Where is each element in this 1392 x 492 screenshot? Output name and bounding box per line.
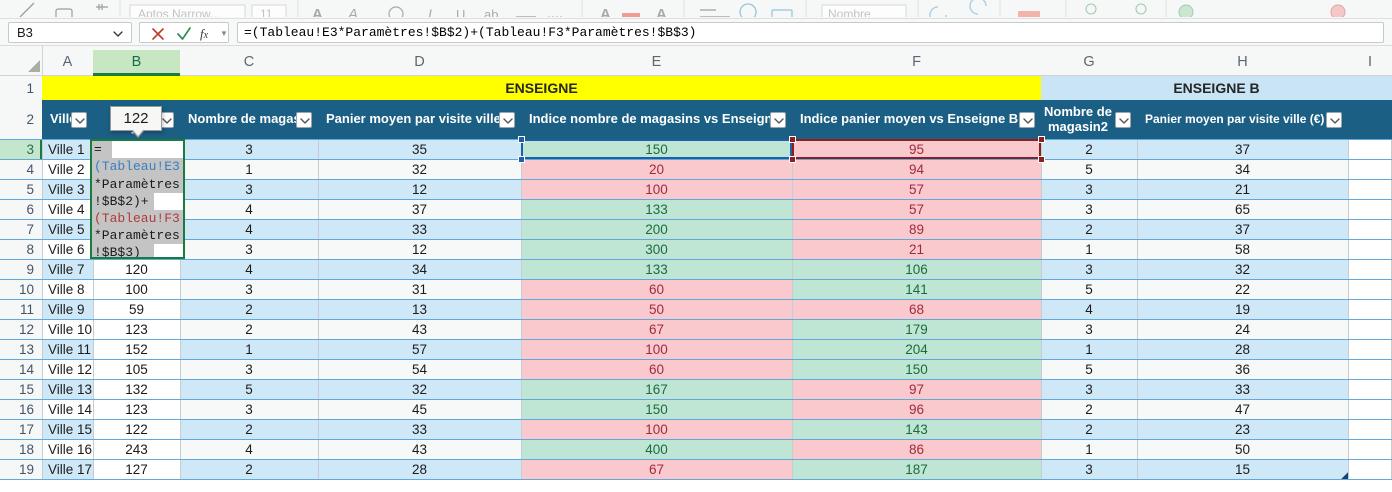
svg-text:11: 11 (260, 7, 273, 17)
svg-text:A: A (347, 6, 358, 17)
svg-text:U: U (456, 7, 465, 17)
svg-text:Nombre: Nombre (828, 7, 871, 17)
svg-text:ab: ab (484, 7, 498, 17)
svg-text:A: A (312, 6, 323, 17)
svg-text:A: A (600, 6, 611, 17)
svg-text:A: A (656, 6, 667, 17)
svg-text:I: I (428, 6, 432, 17)
svg-text:Aptos Narrow...: Aptos Narrow... (138, 7, 220, 17)
